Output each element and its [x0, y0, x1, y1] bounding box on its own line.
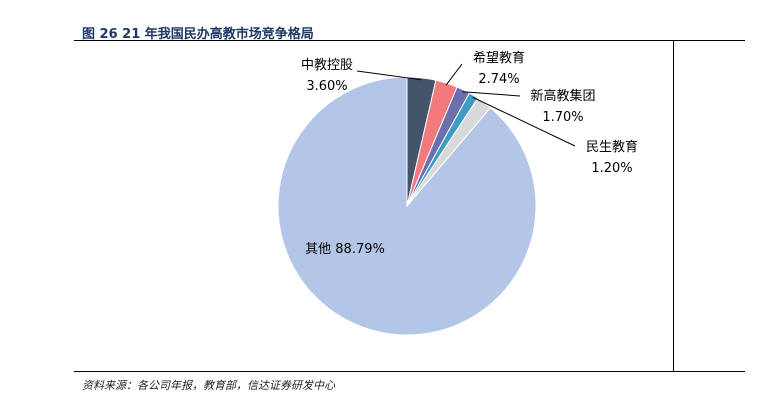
- leader-line-2: [462, 91, 521, 97]
- leader-lines: [356, 63, 576, 147]
- right-divider: [673, 40, 674, 371]
- pie-labels: 中教控股 3.60% 希望教育 2.74% 新高教集团 1.70% 民生教育 1…: [301, 50, 638, 257]
- top-rule: [74, 40, 745, 41]
- label-value-xingaojiao: 1.70%: [542, 110, 583, 125]
- leader-line-3: [472, 96, 576, 147]
- label-qita: 其他 88.79%: [305, 242, 385, 257]
- source-note: 资料来源：各公司年报，教育部，信达证券研发中心: [82, 379, 335, 392]
- leader-line-0: [356, 70, 422, 81]
- label-value-xiwang: 2.74%: [478, 72, 519, 87]
- leader-line-1: [445, 63, 463, 86]
- label-name-minsheng: 民生教育: [586, 139, 638, 155]
- figure-title: 图 26 21 年我国民办高教市场竞争格局: [82, 27, 314, 42]
- pie-slices: [277, 76, 537, 336]
- label-value-zhongjiao: 3.60%: [306, 79, 347, 94]
- pie-slice-5: [277, 76, 537, 336]
- label-name-zhongjiao: 中教控股: [301, 57, 353, 73]
- bottom-rule: [74, 371, 745, 372]
- label-name-xingaojiao: 新高教集团: [530, 88, 595, 104]
- label-value-minsheng: 1.20%: [591, 161, 632, 176]
- label-name-xiwang: 希望教育: [473, 50, 525, 66]
